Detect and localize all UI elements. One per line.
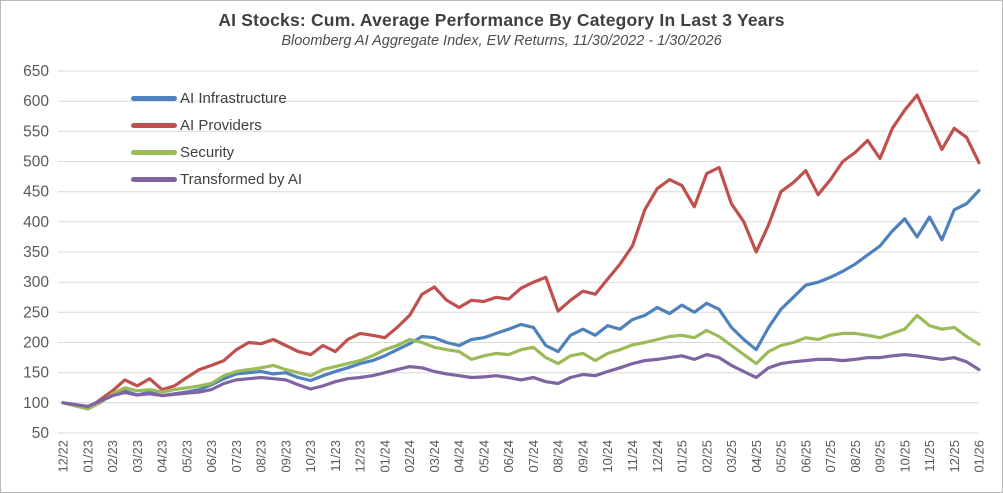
legend-item-ai-providers: AI Providers (131, 112, 302, 139)
svg-text:03/24: 03/24 (427, 440, 442, 473)
svg-text:02/23: 02/23 (105, 440, 120, 473)
chart-title: AI Stocks: Cum. Average Performance By C… (218, 10, 785, 30)
svg-text:450: 450 (23, 184, 49, 201)
svg-text:05/23: 05/23 (179, 440, 194, 473)
svg-text:200: 200 (23, 335, 49, 352)
svg-text:04/23: 04/23 (155, 440, 170, 473)
svg-text:07/24: 07/24 (526, 440, 541, 473)
legend-label: Transformed by AI (180, 171, 302, 188)
gridlines (58, 70, 979, 434)
svg-text:06/25: 06/25 (798, 440, 813, 473)
legend-line-swatch-purple (131, 177, 177, 182)
svg-text:08/25: 08/25 (848, 440, 863, 473)
svg-text:50: 50 (32, 425, 50, 442)
svg-text:10/24: 10/24 (600, 440, 615, 473)
svg-text:12/24: 12/24 (650, 440, 665, 473)
svg-text:12/23: 12/23 (353, 440, 368, 473)
svg-text:01/25: 01/25 (674, 440, 689, 473)
svg-text:06/23: 06/23 (204, 440, 219, 473)
svg-text:10/23: 10/23 (303, 440, 318, 473)
svg-text:11/23: 11/23 (328, 440, 343, 472)
svg-text:500: 500 (23, 154, 49, 171)
svg-text:550: 550 (23, 123, 49, 140)
svg-text:11/25: 11/25 (922, 440, 937, 472)
svg-text:12/25: 12/25 (947, 440, 962, 473)
svg-text:09/25: 09/25 (873, 440, 888, 473)
legend-label: AI Providers (180, 117, 262, 134)
x-axis-tick-labels: 12/22 01/23 02/23 03/23 04/23 05/23 06/23 07/23… (56, 440, 987, 473)
svg-text:04/25: 04/25 (749, 440, 764, 473)
svg-text:07/23: 07/23 (229, 440, 244, 473)
svg-text:06/24: 06/24 (501, 440, 516, 473)
svg-text:05/24: 05/24 (476, 440, 491, 473)
series-line-security (61, 313, 981, 411)
legend-item-security: Security (131, 139, 302, 166)
legend-line-swatch-green (131, 150, 177, 155)
legend-line-swatch-blue (131, 96, 177, 101)
svg-text:600: 600 (23, 93, 49, 110)
svg-text:07/25: 07/25 (823, 440, 838, 473)
legend-item-transformed-by-ai: Transformed by AI (131, 166, 302, 193)
svg-text:01/24: 01/24 (377, 440, 392, 473)
svg-text:100: 100 (23, 395, 49, 412)
chart-legend: AI Infrastructure AI Providers Security … (131, 85, 302, 193)
svg-text:03/23: 03/23 (130, 440, 145, 473)
svg-text:09/24: 09/24 (575, 440, 590, 473)
svg-text:400: 400 (23, 214, 49, 231)
svg-text:09/23: 09/23 (278, 440, 293, 473)
legend-label: AI Infrastructure (180, 90, 287, 107)
svg-text:05/25: 05/25 (773, 440, 788, 473)
svg-text:350: 350 (23, 244, 49, 261)
svg-text:12/22: 12/22 (56, 440, 71, 473)
svg-text:01/26: 01/26 (972, 440, 987, 473)
y-axis-tick-labels: 50 100 150 200 250 300 350 400 450 500 550 600 650 (23, 63, 49, 442)
svg-text:03/25: 03/25 (724, 440, 739, 473)
series-line-ai-infrastructure (61, 188, 981, 409)
svg-text:11/24: 11/24 (625, 440, 640, 472)
svg-text:250: 250 (23, 304, 49, 321)
series-line-transformed-by-ai (61, 353, 981, 409)
legend-label: Security (180, 144, 235, 161)
svg-text:04/24: 04/24 (452, 440, 467, 473)
series-line-ai-providers (61, 93, 981, 411)
svg-text:08/24: 08/24 (551, 440, 566, 473)
svg-text:01/23: 01/23 (80, 440, 95, 473)
svg-text:650: 650 (23, 63, 49, 80)
svg-text:08/23: 08/23 (254, 440, 269, 473)
svg-text:02/25: 02/25 (699, 440, 714, 473)
legend-line-swatch-red (131, 123, 177, 128)
svg-text:10/25: 10/25 (897, 440, 912, 473)
svg-text:02/24: 02/24 (402, 440, 417, 473)
svg-text:300: 300 (23, 274, 49, 291)
chart-subtitle: Bloomberg AI Aggregate Index, EW Returns… (281, 33, 722, 49)
svg-text:150: 150 (23, 365, 49, 382)
legend-item-ai-infrastructure: AI Infrastructure (131, 85, 302, 112)
